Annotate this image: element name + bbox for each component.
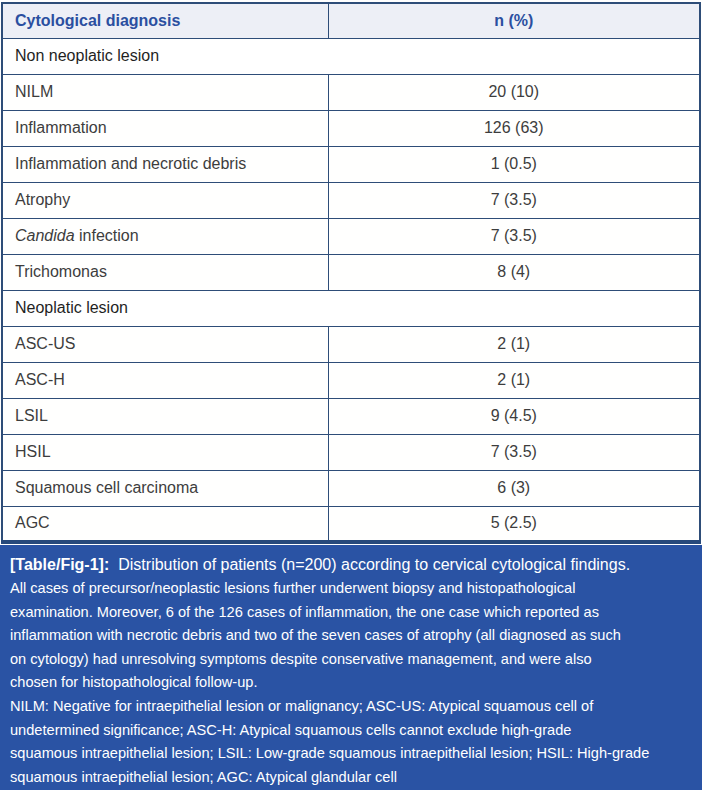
row-label: Inflammation [2,110,328,146]
row-label: Atrophy [2,182,328,218]
table-row: AGC 5 (2.5) [2,506,700,542]
table-row: Atrophy 7 (3.5) [2,182,700,218]
row-value: 8 (4) [328,254,700,290]
table-row: HSIL 7 (3.5) [2,434,700,470]
row-label: ASC-H [2,362,328,398]
row-value: 20 (10) [328,74,700,110]
table-row: ASC-H 2 (1) [2,362,700,398]
caption-body-line: inflammation with necrotic debris and tw… [10,624,692,648]
caption-body-line: All cases of precursor/neoplastic lesion… [10,577,692,601]
row-value: 6 (3) [328,470,700,506]
table-row: ASC-US 2 (1) [2,326,700,362]
caption-body-line: examination. Moreover, 6 of the 126 case… [10,601,692,625]
table-row: Squamous cell carcinoma 6 (3) [2,470,700,506]
row-value: 2 (1) [328,362,700,398]
row-value: 7 (3.5) [328,434,700,470]
table-row: Candida infection 7 (3.5) [2,218,700,254]
row-label: Trichomonas [2,254,328,290]
row-label-italic-part: Candida [15,227,75,244]
caption-abbreviations-line: undetermined significance; ASC-H: Atypic… [10,719,692,743]
caption-title-line: [Table/Fig-1]: Distribution of patients (… [10,552,692,577]
row-label: Candida infection [2,218,328,254]
table-row: Non neoplatic lesion [2,38,700,74]
row-label: Squamous cell carcinoma [2,470,328,506]
row-label-regular-part: infection [75,227,139,244]
caption-abbreviations-line: NILM: Negative for intraepithelial lesio… [10,695,692,719]
table-row: Inflammation 126 (63) [2,110,700,146]
table-row: Neoplatic lesion [2,290,700,326]
table-row: NILM 20 (10) [2,74,700,110]
section-row-neoplastic: Neoplatic lesion [2,290,700,326]
figure-caption: [Table/Fig-1]: Distribution of patients (… [0,545,702,790]
caption-abbreviations-line: squamous intraepithelial lesion; LSIL: L… [10,742,692,766]
row-label: NILM [2,74,328,110]
table-row: LSIL 9 (4.5) [2,398,700,434]
caption-body-line: chosen for histopathological follow-up. [10,671,692,695]
row-label: ASC-US [2,326,328,362]
column-header-diagnosis: Cytological diagnosis [2,3,328,38]
caption-figure-label: [Table/Fig-1]: [10,556,109,573]
caption-title-text: Distribution of patients (n=200) accordi… [118,556,630,573]
table-header-row: Cytological diagnosis n (%) [2,3,700,38]
caption-body-line: on cytology) had unresolving symptoms de… [10,648,692,672]
row-label: LSIL [2,398,328,434]
row-label: AGC [2,506,328,542]
row-label: HSIL [2,434,328,470]
row-value: 126 (63) [328,110,700,146]
caption-abbreviations-line: squamous intraepithelial lesion; AGC: At… [10,766,692,790]
row-value: 7 (3.5) [328,182,700,218]
column-header-n-pct: n (%) [328,3,700,38]
cytological-diagnosis-table: Cytological diagnosis n (%) Non neoplati… [1,2,701,544]
row-value: 9 (4.5) [328,398,700,434]
table-row: Trichomonas 8 (4) [2,254,700,290]
table-row: Inflammation and necrotic debris 1 (0.5) [2,146,700,182]
row-value: 5 (2.5) [328,506,700,542]
table-figure: Cytological diagnosis n (%) Non neoplati… [0,0,702,790]
section-row-non-neoplastic: Non neoplatic lesion [2,38,700,74]
row-value: 2 (1) [328,326,700,362]
row-label: Inflammation and necrotic debris [2,146,328,182]
row-value: 7 (3.5) [328,218,700,254]
row-value: 1 (0.5) [328,146,700,182]
